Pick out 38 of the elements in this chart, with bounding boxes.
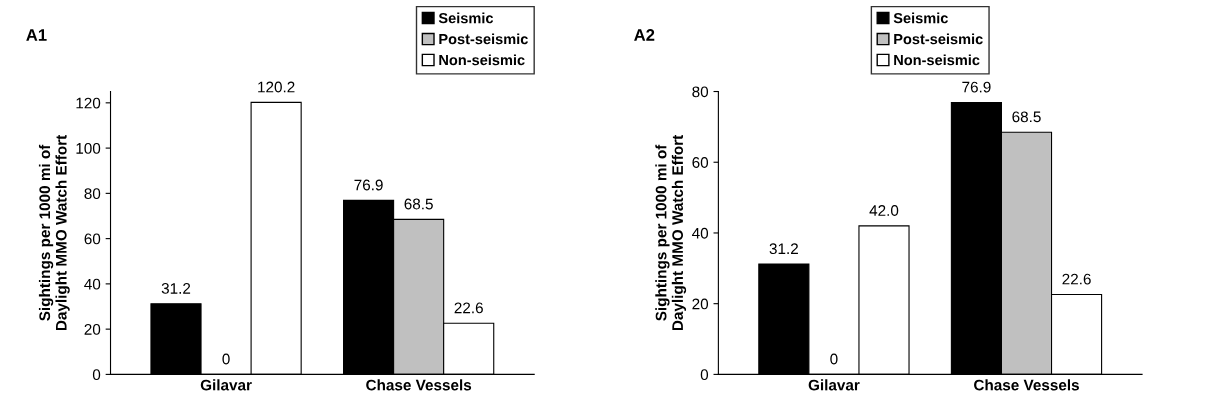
x-tick-label: Gilavar [200,379,252,391]
chart-title: A1 [26,29,47,41]
y-tick-label: 100 [76,142,101,154]
y-tick-label: 0 [700,369,709,381]
data-label: 31.2 [769,243,798,255]
y-tick-label: 60 [84,233,101,245]
y-tick-label: 120 [76,97,101,109]
data-label: 68.5 [1012,111,1041,123]
chart-title: A2 [634,29,655,41]
legend-label: Post-seismic [894,33,983,45]
data-label: 76.9 [354,179,383,191]
y-tick-label: 40 [84,278,101,290]
legend-label: Seismic [893,12,948,24]
legend-label: Seismic [438,12,494,24]
y-tick-label: 80 [84,188,101,200]
y-axis-title: Sightings per 1000 mi of Daylight MMO Watch Effort [38,134,70,331]
x-tick-label: Chase Vessels [974,379,1079,391]
y-tick-label: 40 [692,227,709,239]
legend-label: Non-seismic [894,54,980,66]
x-tick-label: Chase Vessels [366,379,472,391]
data-label: 31.2 [161,283,191,294]
data-label: 22.6 [454,302,483,314]
y-tick-label: 80 [692,86,709,98]
y-tick-label: 20 [84,324,101,335]
data-label: 42.0 [869,205,899,216]
y-tick-label: 0 [92,369,101,381]
legend-label: Post-seismic [439,33,528,45]
data-label: 120.2 [258,81,295,93]
y-axis-title: Sightings per 1000 mi of Daylight MMO Watch Effort [655,134,687,331]
y-tick-label: 20 [692,298,709,310]
data-label: 68.5 [404,198,433,210]
data-label: 76.9 [962,81,991,93]
x-tick-label: Gilavar [808,379,860,391]
data-label: 0 [222,353,230,365]
data-label: 0 [830,353,838,365]
legend-label: Non-seismic [439,54,525,66]
y-tick-label: 60 [692,157,709,168]
data-label: 22.6 [1062,273,1091,285]
